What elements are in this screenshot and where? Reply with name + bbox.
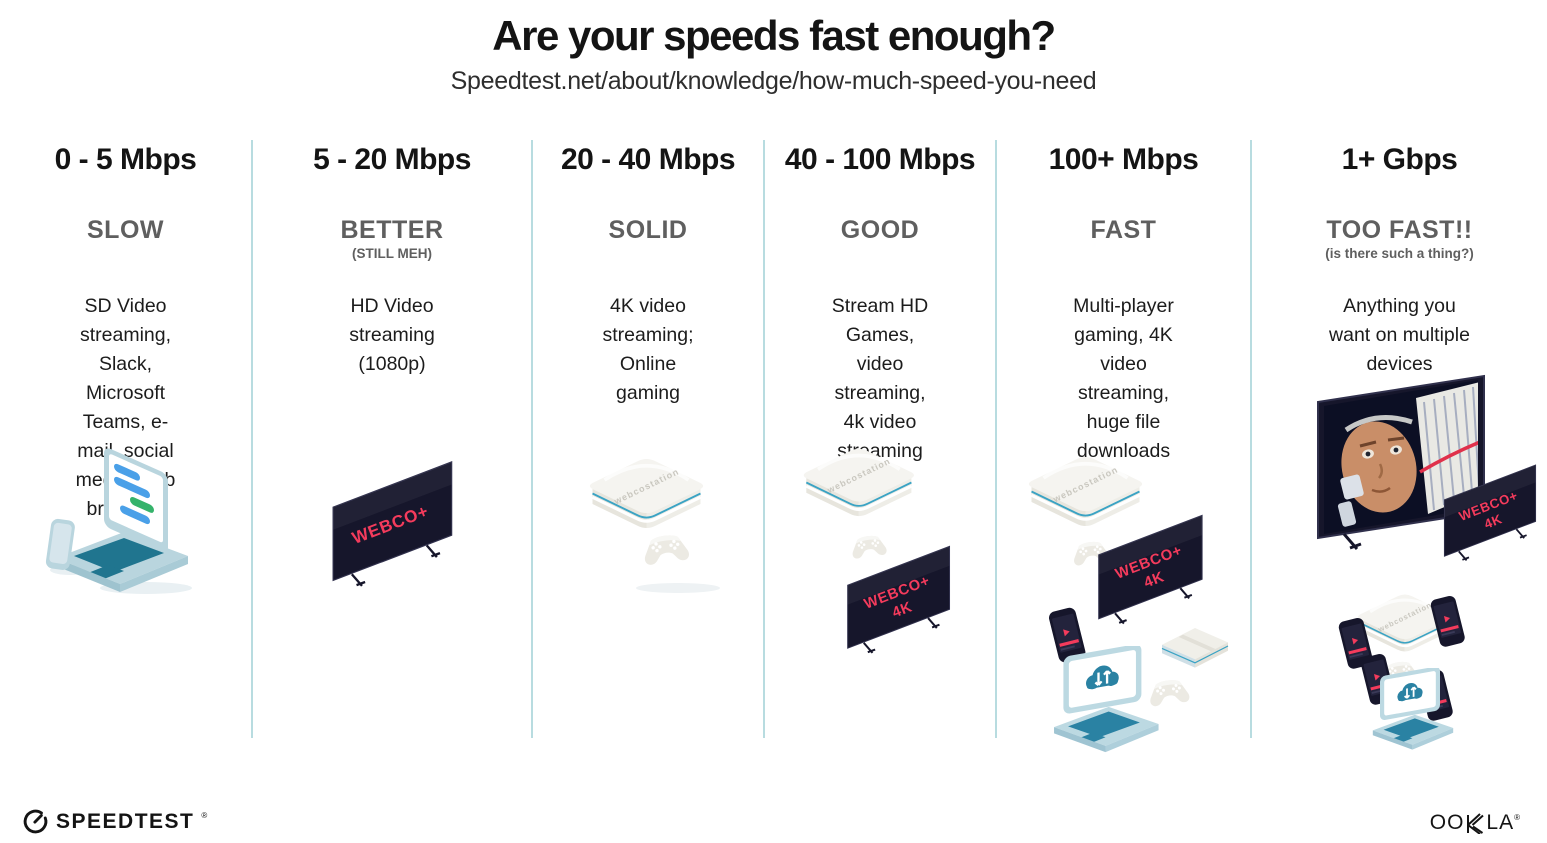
controller-icon <box>1147 677 1190 707</box>
tv-icon: WEBCO+ <box>331 460 453 588</box>
laptop-and-phone-illustration <box>31 440 221 607</box>
column-1-plus-gbps: 1+ Gbps TOO FAST!! (is there such a thin… <box>1252 140 1547 751</box>
rating-note: (STILL MEH) <box>352 246 432 261</box>
use-case-description: 4K video streaming; Online gaming <box>602 295 694 404</box>
speed-range: 0 - 5 Mbps <box>54 143 197 176</box>
page-title: Are your speeds fast enough? <box>492 12 1056 59</box>
speedtest-logo: SPEEDTEST ® <box>22 808 207 835</box>
rating-label: BETTER <box>340 216 444 244</box>
rating-label: FAST <box>1090 216 1157 244</box>
chat-laptop-icon <box>44 446 192 594</box>
ookla-wordmark-right: LA <box>1486 811 1515 834</box>
column-5-20-mbps: 5 - 20 Mbps BETTER (STILL MEH) HD Video … <box>253 140 533 738</box>
rating-label: SOLID <box>608 216 688 244</box>
rating-label: SLOW <box>87 216 164 244</box>
movie-tv-icon <box>1316 374 1485 550</box>
column-40-100-mbps: 40 - 100 Mbps GOOD Stream HD Games, vide… <box>765 140 997 738</box>
use-case-description: Anything you want on multiple devices <box>1329 295 1470 375</box>
small-4k-tv-icon: WEBCO+ 4K <box>1443 464 1536 562</box>
speedtest-wordmark: SPEEDTEST <box>56 809 195 833</box>
speed-range: 40 - 100 Mbps <box>784 143 976 176</box>
use-case-description: HD Video streaming (1080p) <box>349 295 435 375</box>
game-console-icon: webcostation <box>588 457 720 593</box>
header: Are your speeds fast enough? Speedtest.n… <box>0 12 1547 96</box>
cloud-laptop-icon <box>1052 646 1160 754</box>
column-20-40-mbps: 20 - 40 Mbps SOLID 4K video streaming; O… <box>533 140 765 738</box>
footer: SPEEDTEST ® OO K LA ® <box>22 808 1521 835</box>
ookla-wordmark-left: OO <box>1429 811 1465 834</box>
speed-range: 1+ Gbps <box>1341 143 1458 176</box>
ookla-k-icon <box>1467 812 1485 834</box>
console-and-4k-tv-illustration: webcostation WEBCO+ 4K <box>775 438 985 683</box>
rating-label: GOOD <box>840 216 920 244</box>
page-subtitle-url: Speedtest.net/about/knowledge/how-much-s… <box>450 67 1097 95</box>
ookla-logo: OO K LA ® <box>1430 811 1521 835</box>
video-phone-icon <box>1429 594 1466 649</box>
multi-device-icon: webcostation WEBCO+ 4K <box>1026 455 1229 754</box>
tv-resolution-label: 4K <box>1141 568 1166 591</box>
media-box-icon <box>1160 627 1229 669</box>
tv-resolution-label: 4K <box>1482 511 1504 531</box>
hd-tv-illustration: WEBCO+ <box>317 446 467 607</box>
speedtest-registered-mark: ® <box>201 811 208 820</box>
many-devices-icon: WEBCO+ 4K webcostation <box>1316 374 1536 751</box>
controller-icon <box>641 532 690 566</box>
speed-range: 100+ Mbps <box>1048 143 1199 176</box>
speed-range: 20 - 40 Mbps <box>560 143 736 176</box>
speed-columns: 0 - 5 Mbps SLOW SD Video streaming, Slac… <box>0 140 1547 754</box>
column-100-plus-mbps: 100+ Mbps FAST Multi-player gaming, 4K v… <box>997 140 1252 754</box>
rating-label: TOO FAST!! <box>1326 216 1473 244</box>
multi-device-illustration: webcostation WEBCO+ 4K <box>1004 440 1244 780</box>
column-0-5-mbps: 0 - 5 Mbps SLOW SD Video streaming, Slac… <box>0 140 253 738</box>
controller-icon <box>850 533 888 560</box>
rating-note: (is there such a thing?) <box>1325 246 1474 261</box>
use-case-description: Multi-player gaming, 4K video streaming,… <box>1073 295 1174 462</box>
tv-resolution-label: 4K <box>890 599 915 621</box>
speedtest-gauge-icon <box>23 809 48 834</box>
many-devices-illustration: WEBCO+ 4K webcostation <box>1260 362 1540 777</box>
speed-range: 5 - 20 Mbps <box>313 143 471 176</box>
ookla-registered-mark: ® <box>1514 812 1521 822</box>
console-illustration: webcostation <box>563 450 733 601</box>
console-4k-tv-icon: webcostation WEBCO+ 4K <box>801 447 951 654</box>
